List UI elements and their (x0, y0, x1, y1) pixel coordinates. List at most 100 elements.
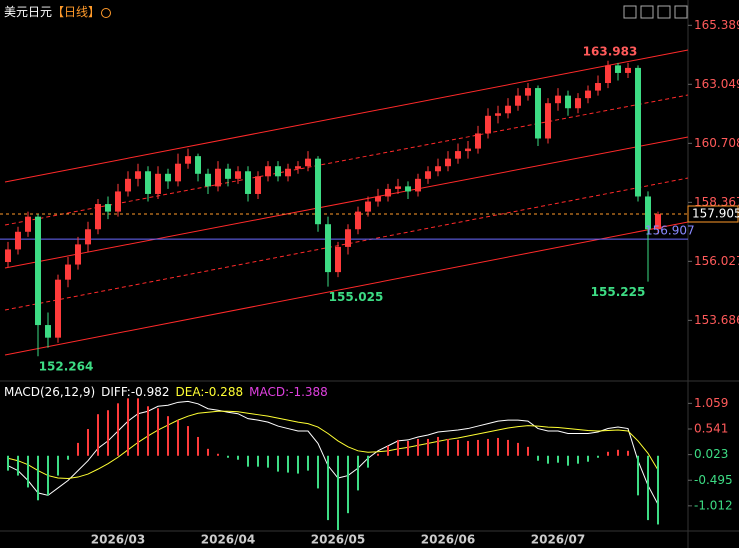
candle-body (365, 201, 371, 212)
candle-body (595, 83, 601, 91)
candle-body (295, 166, 301, 169)
candle-body (205, 173, 211, 187)
candle-body (615, 65, 621, 73)
candle-body (105, 204, 111, 212)
x-tick-label: 2026/07 (531, 533, 585, 547)
candle-body (605, 65, 611, 84)
low-label: 155.025 (329, 290, 384, 304)
candle-body (115, 191, 121, 212)
candle-body (355, 211, 361, 230)
candle-body (455, 151, 461, 159)
candle-body (645, 196, 651, 230)
y-tick-label: 0.023 (694, 447, 728, 461)
candle-body (235, 171, 241, 179)
x-tick-label: 2026/04 (201, 533, 255, 547)
legend-name: DIFF (101, 385, 128, 399)
candle-body (305, 158, 311, 167)
candle-body (375, 196, 381, 202)
candle-body (515, 95, 521, 106)
candle-body (635, 67, 641, 197)
y-tick-label: -1.012 (694, 498, 733, 512)
candle-body (555, 95, 561, 104)
candle-body (135, 171, 141, 179)
candle-body (125, 178, 131, 192)
add-icon[interactable] (101, 8, 111, 18)
candle-body (5, 249, 11, 263)
candle-body (315, 158, 321, 225)
symbol-title: 美元日元 (4, 5, 52, 19)
macd-legend: MACD(26,12,9) DIFF:-0.982 DEA:-0.288 MACD:-… (4, 385, 328, 399)
legend-value: -0.288 (204, 385, 243, 399)
candle-body (65, 264, 71, 280)
candle-body (385, 188, 391, 197)
y-tick-label: 158.367 (694, 195, 739, 209)
candle-body (285, 168, 291, 177)
candle-body (425, 171, 431, 179)
candle-body (485, 115, 491, 134)
candle-body (75, 244, 81, 265)
y-tick-label: 156.027 (694, 254, 739, 268)
y-tick-label: 160.708 (694, 136, 739, 150)
candle-body (155, 173, 161, 194)
candle-body (655, 214, 661, 230)
last-price-label: 157.905 (692, 207, 739, 221)
candle-body (55, 279, 61, 338)
channel-line (4, 136, 689, 269)
legend-value: -0.982 (131, 385, 170, 399)
tool-icon[interactable] (674, 5, 688, 19)
channel-line (4, 221, 689, 356)
candle-body (15, 231, 21, 250)
candle-body (405, 186, 411, 192)
channel-line (4, 177, 689, 311)
candle-body (255, 176, 261, 194)
x-tick-label: 2026/06 (421, 533, 475, 547)
candle-body (95, 204, 101, 230)
legend-item: MACD:-1.388 (249, 385, 328, 399)
legend-name: MACD (249, 385, 285, 399)
y-tick-label: 0.541 (694, 421, 728, 435)
header: 美元日元【日线】 (4, 5, 100, 19)
candle-body (225, 168, 231, 179)
candle-body (165, 173, 171, 182)
tool-icon[interactable] (623, 5, 637, 19)
legend-value: -1.388 (289, 385, 328, 399)
candle-body (395, 186, 401, 189)
tool-icon[interactable] (640, 5, 654, 19)
candle-body (335, 246, 341, 273)
candle-body (45, 325, 51, 338)
candle-body (185, 156, 191, 164)
candle-body (565, 95, 571, 109)
candle-body (525, 88, 531, 96)
candle-body (145, 171, 151, 194)
last-price-box (687, 205, 739, 223)
period[interactable]: 【日线】 (52, 5, 100, 19)
macd-line (7, 400, 659, 505)
candle-body (415, 178, 421, 192)
y-tick-label: 153.686 (694, 313, 739, 327)
candle-body (445, 158, 451, 167)
x-tick-label: 2026/03 (91, 533, 145, 547)
channel-line (4, 49, 689, 183)
y-tick-label: 165.389 (694, 18, 739, 32)
candle-body (575, 98, 581, 109)
tool-icon[interactable] (657, 5, 671, 19)
toolbar (623, 5, 688, 19)
candle-body (215, 168, 221, 187)
macd-title: MACD(26,12,9) (4, 385, 95, 399)
macd-line (7, 410, 659, 480)
y-tick-label: 1.059 (694, 396, 728, 410)
candle-body (625, 67, 631, 73)
candle-body (245, 171, 251, 194)
candle-body (275, 166, 281, 177)
candle-body (475, 133, 481, 149)
legend-name: DEA (176, 385, 202, 399)
candle-body (85, 229, 91, 245)
candle-body (25, 216, 31, 232)
legend-item: DEA:-0.288 (176, 385, 244, 399)
candle-body (345, 229, 351, 247)
candle-body (535, 88, 541, 139)
candle-body (265, 166, 271, 177)
y-tick-label: 163.049 (694, 77, 739, 91)
